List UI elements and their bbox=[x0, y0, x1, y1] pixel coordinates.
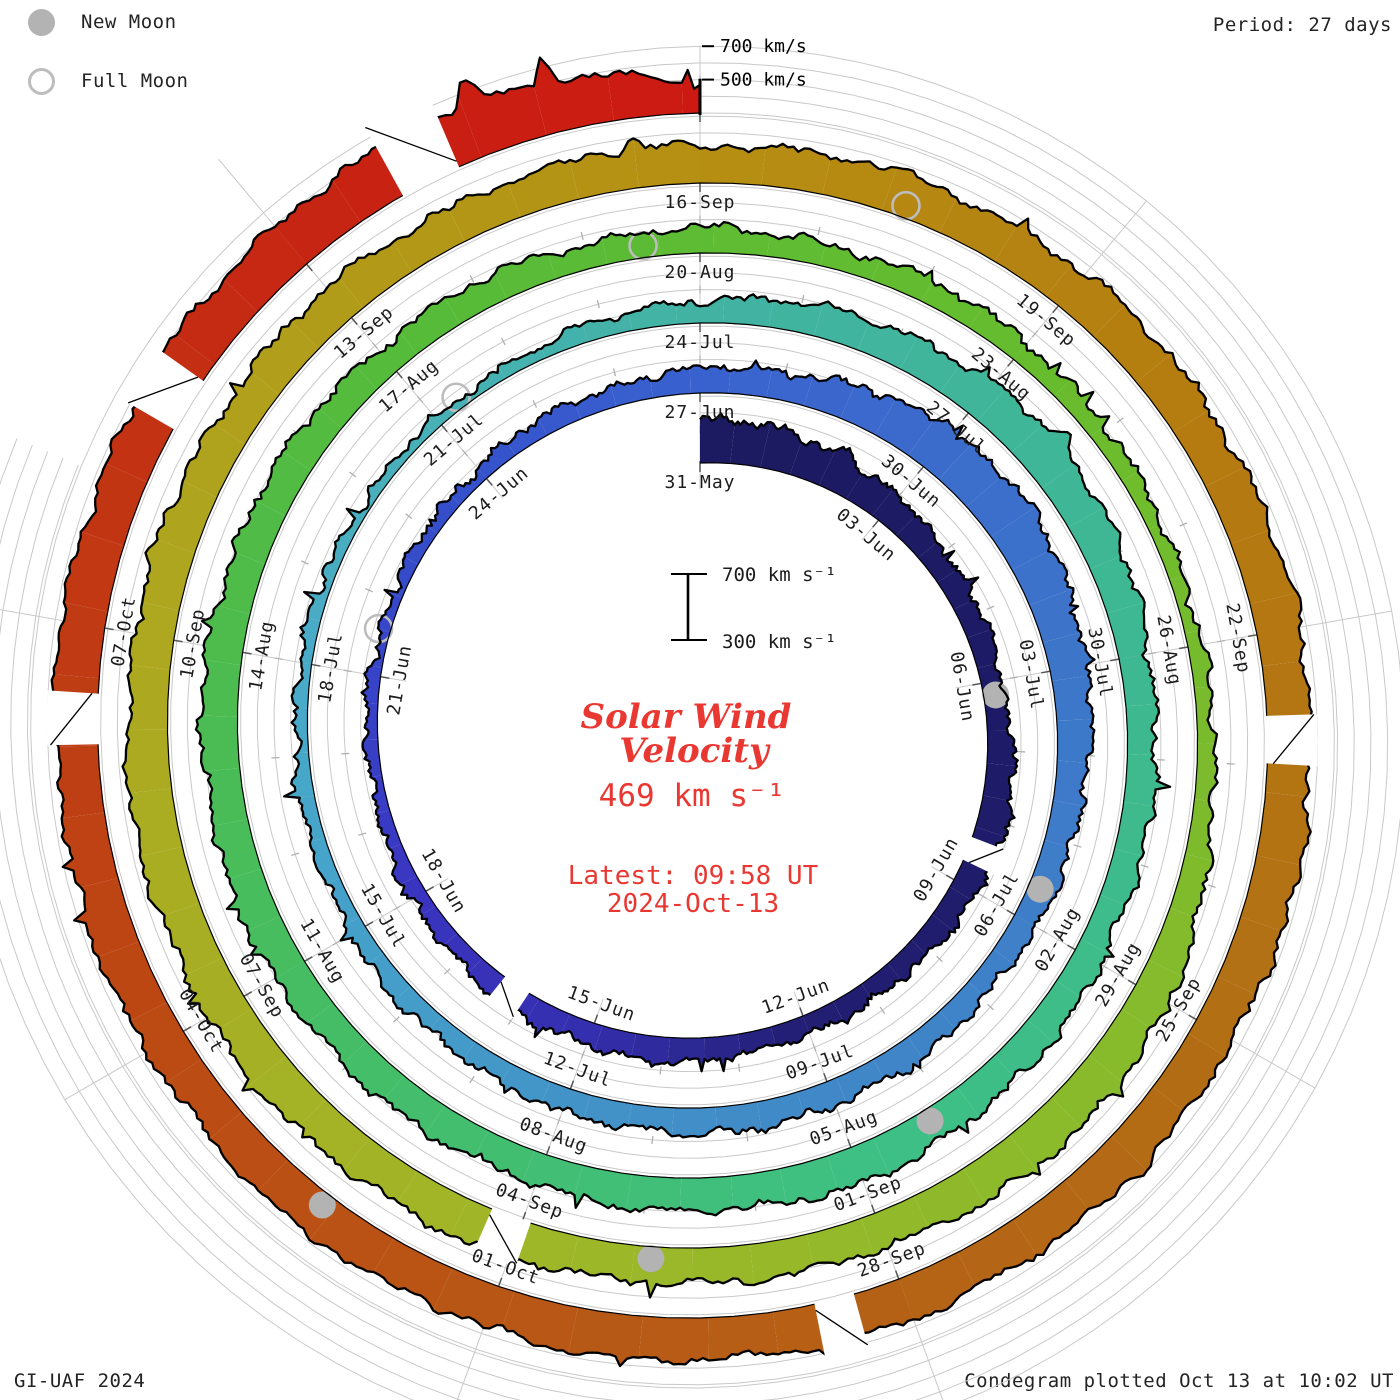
date-label-31-may: 31-May bbox=[664, 472, 735, 493]
new-moon-marker bbox=[916, 1107, 944, 1135]
center-scale-bar: 700 km s⁻¹ 300 km s⁻¹ bbox=[671, 564, 836, 653]
chart-title-line2: Velocity bbox=[619, 731, 771, 771]
date-label-27-jun: 27-Jun bbox=[664, 402, 735, 423]
center-annotation: Solar Wind Velocity 469 km s⁻¹ Latest: 0… bbox=[568, 697, 819, 919]
new-moon-marker bbox=[637, 1245, 665, 1273]
latest-date-label: 2024-Oct-13 bbox=[607, 889, 779, 919]
date-label-03-jul: 03-Jul bbox=[1014, 638, 1047, 712]
date-label-24-jul: 24-Jul bbox=[664, 332, 735, 353]
scale-bar-top-label: 700 km s⁻¹ bbox=[722, 564, 836, 586]
new-moon-marker bbox=[308, 1191, 336, 1219]
full-moon-marker bbox=[441, 382, 471, 413]
date-label-20-aug: 20-Aug bbox=[664, 262, 735, 283]
new-moon-icon bbox=[28, 8, 55, 36]
end-axis-500-label: 500 km/s bbox=[720, 70, 807, 91]
data-gap-wedges bbox=[46, 92, 1318, 1360]
date-label-21-jun: 21-Jun bbox=[383, 643, 416, 717]
spiral-trace-outline bbox=[50, 56, 1316, 1368]
date-label-16-sep: 16-Sep bbox=[664, 192, 735, 213]
current-velocity-value: 469 km s⁻¹ bbox=[599, 778, 786, 814]
full-moon-marker bbox=[363, 613, 394, 644]
legend-new-moon-row: New Moon bbox=[28, 8, 188, 36]
moon-legend: New Moon Full Moon bbox=[28, 8, 188, 126]
end-axis-700-label: 700 km/s bbox=[720, 36, 807, 57]
end-axis: 700 km/s 500 km/s bbox=[702, 36, 807, 91]
plotted-timestamp-label: Condegram plotted Oct 13 at 10:02 UT bbox=[964, 1370, 1394, 1392]
full-moon-icon bbox=[28, 67, 55, 95]
period-label: Period: 27 days bbox=[1212, 14, 1392, 36]
credit-label: GI-UAF 2024 bbox=[14, 1370, 146, 1392]
new-moon-label: New Moon bbox=[81, 11, 177, 33]
date-label-26-aug: 26-Aug bbox=[1152, 614, 1185, 688]
legend-full-moon-row: Full Moon bbox=[28, 67, 188, 95]
chart-title-line1: Solar Wind bbox=[581, 697, 792, 737]
moon-markers bbox=[308, 190, 1054, 1273]
date-label-22-sep: 22-Sep bbox=[1221, 601, 1254, 675]
scale-bar-bottom-label: 300 km s⁻¹ bbox=[722, 631, 836, 653]
latest-time-label: Latest: 09:58 UT bbox=[568, 861, 819, 891]
new-moon-marker bbox=[1026, 875, 1054, 903]
full-moon-label: Full Moon bbox=[81, 70, 189, 92]
date-label-06-jun: 06-Jun bbox=[945, 650, 978, 724]
